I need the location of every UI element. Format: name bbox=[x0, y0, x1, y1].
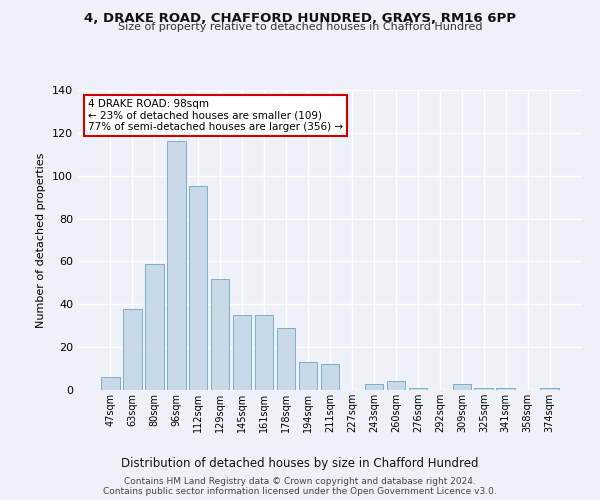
Text: Contains HM Land Registry data © Crown copyright and database right 2024.: Contains HM Land Registry data © Crown c… bbox=[124, 478, 476, 486]
Bar bbox=[123, 308, 142, 390]
Bar bbox=[211, 278, 229, 390]
Text: 4 DRAKE ROAD: 98sqm
← 23% of detached houses are smaller (109)
77% of semi-detac: 4 DRAKE ROAD: 98sqm ← 23% of detached ho… bbox=[88, 99, 343, 132]
Text: 4, DRAKE ROAD, CHAFFORD HUNDRED, GRAYS, RM16 6PP: 4, DRAKE ROAD, CHAFFORD HUNDRED, GRAYS, … bbox=[84, 12, 516, 26]
Bar bbox=[475, 388, 493, 390]
Y-axis label: Number of detached properties: Number of detached properties bbox=[37, 152, 46, 328]
Bar bbox=[167, 142, 185, 390]
Bar bbox=[101, 377, 119, 390]
Bar bbox=[145, 264, 164, 390]
Bar bbox=[386, 382, 405, 390]
Bar bbox=[320, 364, 340, 390]
Bar bbox=[255, 315, 274, 390]
Bar bbox=[277, 328, 295, 390]
Bar bbox=[541, 388, 559, 390]
Text: Size of property relative to detached houses in Chafford Hundred: Size of property relative to detached ho… bbox=[118, 22, 482, 32]
Bar bbox=[299, 362, 317, 390]
Text: Distribution of detached houses by size in Chafford Hundred: Distribution of detached houses by size … bbox=[121, 458, 479, 470]
Text: Contains public sector information licensed under the Open Government Licence v3: Contains public sector information licen… bbox=[103, 488, 497, 496]
Bar bbox=[189, 186, 208, 390]
Bar bbox=[233, 315, 251, 390]
Bar bbox=[409, 388, 427, 390]
Bar bbox=[365, 384, 383, 390]
Bar bbox=[452, 384, 471, 390]
Bar bbox=[496, 388, 515, 390]
